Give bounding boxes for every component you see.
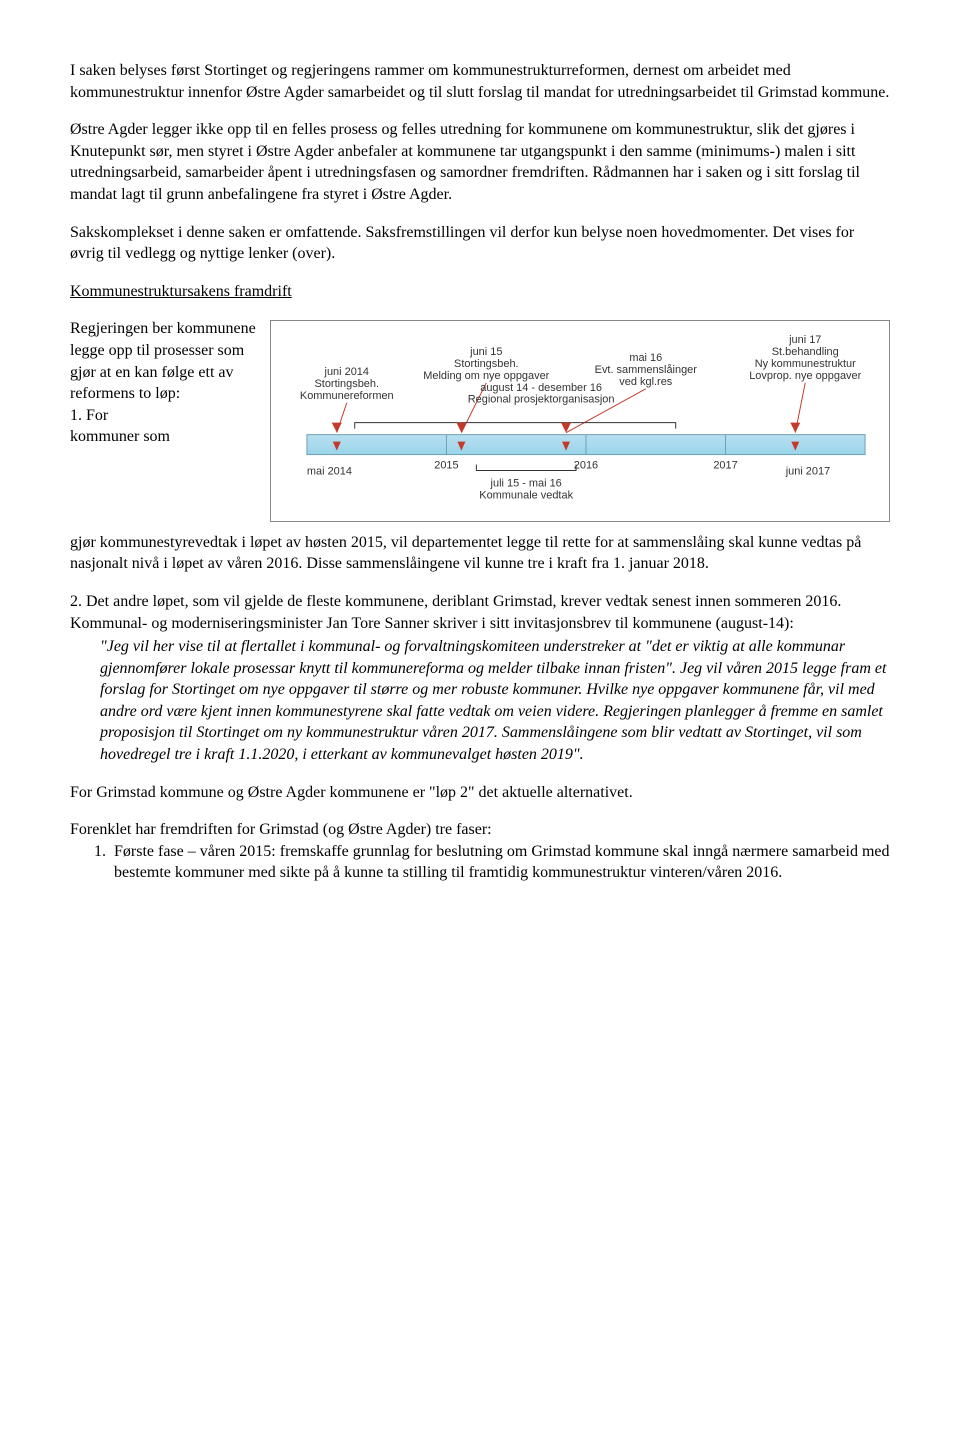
svg-text:mai 2014: mai 2014 [307, 466, 352, 478]
timeline-diagram: 201520162017mai 2014juni 2017juni 2014St… [270, 320, 890, 521]
svg-text:Stortingsbeh.: Stortingsbeh. [454, 358, 519, 370]
svg-text:Kommunereformen: Kommunereformen [300, 390, 394, 402]
timeline-section: 201520162017mai 2014juni 2017juni 2014St… [70, 318, 890, 527]
phase-1: Første fase – våren 2015: fremskaffe gru… [110, 841, 890, 884]
phases-intro: Forenklet har fremdriften for Grimstad (… [70, 821, 492, 838]
svg-text:2016: 2016 [574, 460, 598, 472]
flow-item-2: 2. Det andre løpet, som vil gjelde de fl… [70, 593, 841, 632]
svg-text:juni 17: juni 17 [788, 334, 821, 346]
svg-text:Melding om nye oppgaver: Melding om nye oppgaver [423, 370, 549, 382]
timeline-svg: 201520162017mai 2014juni 2017juni 2014St… [277, 325, 883, 514]
svg-text:2017: 2017 [713, 460, 737, 472]
phases-list: Første fase – våren 2015: fremskaffe gru… [70, 841, 890, 884]
flow-intro: Regjeringen ber kommunene legge opp til … [70, 320, 256, 402]
paragraph-2: Østre Agder legger ikke opp til en felle… [70, 119, 890, 205]
section-heading: Kommunestruktursakens framdrift [70, 283, 292, 300]
svg-text:juli 15 - mai 16: juli 15 - mai 16 [490, 478, 562, 490]
paragraph-3: Sakskomplekset i denne saken er omfatten… [70, 222, 890, 265]
flow-item-1-start: 1. For [70, 407, 108, 424]
svg-text:Kommunale vedtak: Kommunale vedtak [479, 490, 573, 502]
svg-text:Regional prosjektorganisasjon: Regional prosjektorganisasjon [468, 394, 615, 406]
flow-item-1-cont: kommuner som [70, 428, 170, 445]
flow-item-1-rest: gjør kommunestyrevedtak i løpet av høste… [70, 532, 890, 575]
svg-text:St.behandling: St.behandling [772, 346, 839, 358]
svg-text:juni 2017: juni 2017 [785, 466, 830, 478]
quote-block: "Jeg vil her vise til at flertallet i ko… [100, 638, 886, 763]
svg-text:juni 15: juni 15 [469, 346, 502, 358]
svg-text:Evt. sammenslåinger: Evt. sammenslåinger [595, 364, 698, 376]
svg-text:2015: 2015 [434, 460, 458, 472]
svg-text:mai 16: mai 16 [629, 352, 662, 364]
svg-text:Lovprop. nye oppgaver: Lovprop. nye oppgaver [749, 370, 861, 382]
paragraph-after-quote: For Grimstad kommune og Østre Agder komm… [70, 782, 890, 804]
svg-text:Stortingsbeh.: Stortingsbeh. [314, 378, 379, 390]
svg-text:juni 2014: juni 2014 [324, 366, 369, 378]
svg-text:august 14 - desember 16: august 14 - desember 16 [480, 382, 602, 394]
svg-text:ved kgl.res: ved kgl.res [619, 376, 672, 388]
paragraph-1: I saken belyses først Stortinget og regj… [70, 60, 890, 103]
svg-text:Ny kommunestruktur: Ny kommunestruktur [755, 358, 856, 370]
